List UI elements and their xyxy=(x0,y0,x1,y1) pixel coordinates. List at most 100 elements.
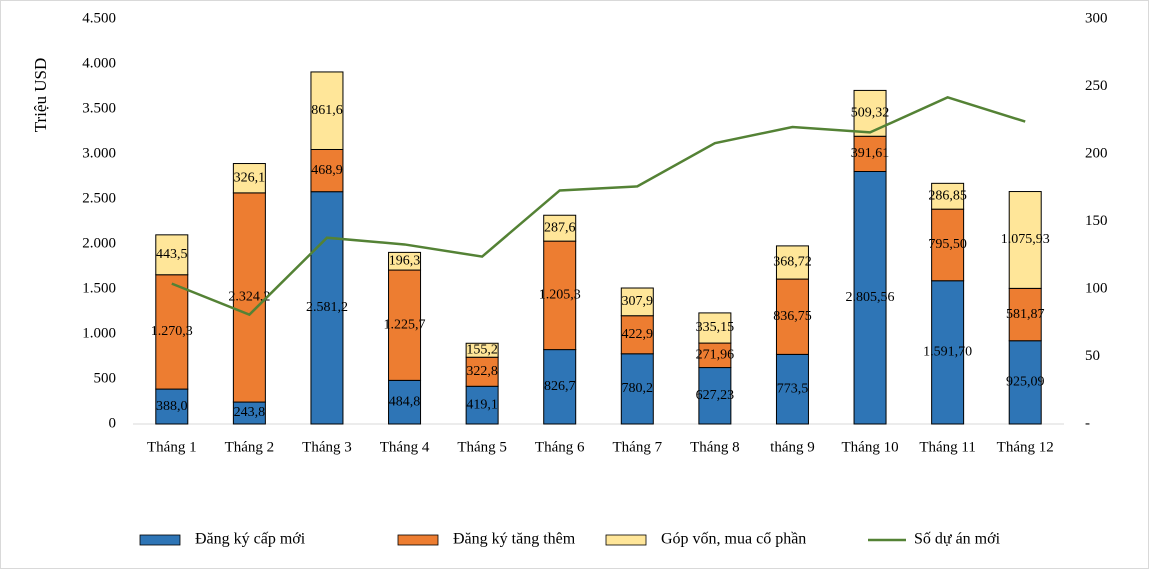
data-label: 468,9 xyxy=(311,163,343,178)
bar-segment xyxy=(155,274,189,390)
x-tick-label: Tháng 7 xyxy=(613,439,663,455)
data-label: 780,2 xyxy=(622,381,654,396)
y2-tick-label: 50 xyxy=(1085,348,1100,364)
data-label: 773,5 xyxy=(777,381,809,396)
bar-segment xyxy=(775,353,809,425)
y2-tick-label: - xyxy=(1085,415,1090,431)
data-label: 484,8 xyxy=(389,394,421,409)
bar-segment xyxy=(775,278,809,355)
bar-segment xyxy=(620,287,654,317)
data-label: 627,23 xyxy=(696,388,735,403)
legend-swatch xyxy=(397,534,439,546)
y2-tick-label: 300 xyxy=(1085,10,1108,26)
data-label: 286,85 xyxy=(928,188,967,203)
legend-label: Số dự án mới xyxy=(914,531,1001,548)
x-tick-label: Tháng 5 xyxy=(457,439,507,455)
data-label: 243,8 xyxy=(234,405,266,420)
bar-segment xyxy=(155,234,189,276)
bar-segment xyxy=(775,245,809,280)
data-label: 335,15 xyxy=(696,320,735,335)
y-tick-label: 3.000 xyxy=(82,145,116,161)
x-tick-label: Tháng 3 xyxy=(302,439,352,455)
data-label: 2.324,2 xyxy=(228,290,270,305)
data-label: 391,61 xyxy=(851,146,890,161)
bar-segment xyxy=(465,385,499,425)
bar-segment xyxy=(698,312,732,344)
bar-segment xyxy=(155,388,189,425)
data-label: 155,2 xyxy=(466,342,498,357)
data-label: 388,0 xyxy=(156,399,188,414)
bar-segment xyxy=(543,214,577,242)
data-label: 836,75 xyxy=(773,309,812,324)
bar-segment xyxy=(543,240,577,351)
bar-segment xyxy=(698,367,732,425)
y-tick-label: 1.000 xyxy=(82,325,116,341)
data-label: 271,96 xyxy=(696,348,735,363)
data-label: 2.581,2 xyxy=(306,300,348,315)
data-label: 196,3 xyxy=(389,253,421,268)
legend-swatch xyxy=(605,534,647,546)
y2-tick-label: 150 xyxy=(1085,213,1108,229)
bar-segment xyxy=(232,163,266,194)
data-label: 826,7 xyxy=(544,379,576,394)
x-tick-label: Tháng 6 xyxy=(535,439,585,455)
y-tick-label: 2.500 xyxy=(82,190,116,206)
y-tick-label: 2.000 xyxy=(82,235,116,251)
data-label: 1.225,7 xyxy=(384,317,426,332)
data-label: 443,5 xyxy=(156,247,188,262)
x-tick-label: Tháng 4 xyxy=(380,439,430,455)
bar-segment xyxy=(543,349,577,425)
bar-segment xyxy=(698,342,732,369)
bar-segment xyxy=(1008,191,1042,289)
bar-segment xyxy=(853,135,887,172)
data-label: 287,6 xyxy=(544,220,576,235)
y2-tick-label: 250 xyxy=(1085,78,1108,94)
data-label: 419,1 xyxy=(466,397,498,412)
data-label: 795,50 xyxy=(928,237,967,252)
x-tick-label: Tháng 1 xyxy=(147,439,197,455)
data-label: 322,8 xyxy=(466,364,498,379)
x-tick-label: Tháng 8 xyxy=(690,439,740,455)
bar-segment xyxy=(310,71,344,150)
data-label: 2.805,56 xyxy=(846,290,895,305)
y-tick-label: 3.500 xyxy=(82,100,116,116)
bar-segment xyxy=(388,251,422,271)
x-tick-label: Tháng 11 xyxy=(919,439,976,455)
data-label: 1.591,70 xyxy=(923,345,972,360)
data-label: 326,1 xyxy=(234,170,266,185)
bar-segment xyxy=(931,280,965,425)
x-tick-label: Tháng 10 xyxy=(842,439,899,455)
bar-segment xyxy=(620,353,654,425)
data-label: 861,6 xyxy=(311,103,343,118)
x-tick-label: Tháng 12 xyxy=(997,439,1054,455)
data-label: 925,09 xyxy=(1006,375,1045,390)
data-label: 1.205,3 xyxy=(539,288,581,303)
y-tick-label: 4.500 xyxy=(82,10,116,26)
data-label: 368,72 xyxy=(773,255,812,270)
legend-label: Đăng ký cấp mới xyxy=(195,531,306,548)
data-label: 1.270,3 xyxy=(151,324,193,339)
y2-tick-label: 200 xyxy=(1085,145,1108,161)
bar-segment xyxy=(310,148,344,193)
bar-segment xyxy=(388,269,422,381)
data-label: 422,9 xyxy=(622,327,654,342)
legend-label: Góp vốn, mua cổ phần xyxy=(661,531,806,548)
legend-label: Đăng ký tăng thêm xyxy=(453,531,576,548)
bar-segment xyxy=(931,182,965,210)
y2-tick-label: 100 xyxy=(1085,280,1108,296)
y-tick-label: 500 xyxy=(94,370,117,386)
y-axis-label: Triệu USD xyxy=(31,58,50,132)
data-label: 581,87 xyxy=(1006,307,1045,322)
data-label: 509,32 xyxy=(851,106,890,121)
data-label: 1.075,93 xyxy=(1001,232,1050,247)
bar-segment xyxy=(1008,340,1042,425)
y-tick-label: 1.500 xyxy=(82,280,116,296)
bar-segment xyxy=(388,379,422,425)
line-series xyxy=(171,95,1026,317)
data-label: 307,9 xyxy=(622,294,654,309)
x-tick-label: tháng 9 xyxy=(770,439,815,455)
y-tick-label: 0 xyxy=(109,415,117,431)
legend-swatch xyxy=(139,534,181,546)
bar-segment xyxy=(620,315,654,355)
